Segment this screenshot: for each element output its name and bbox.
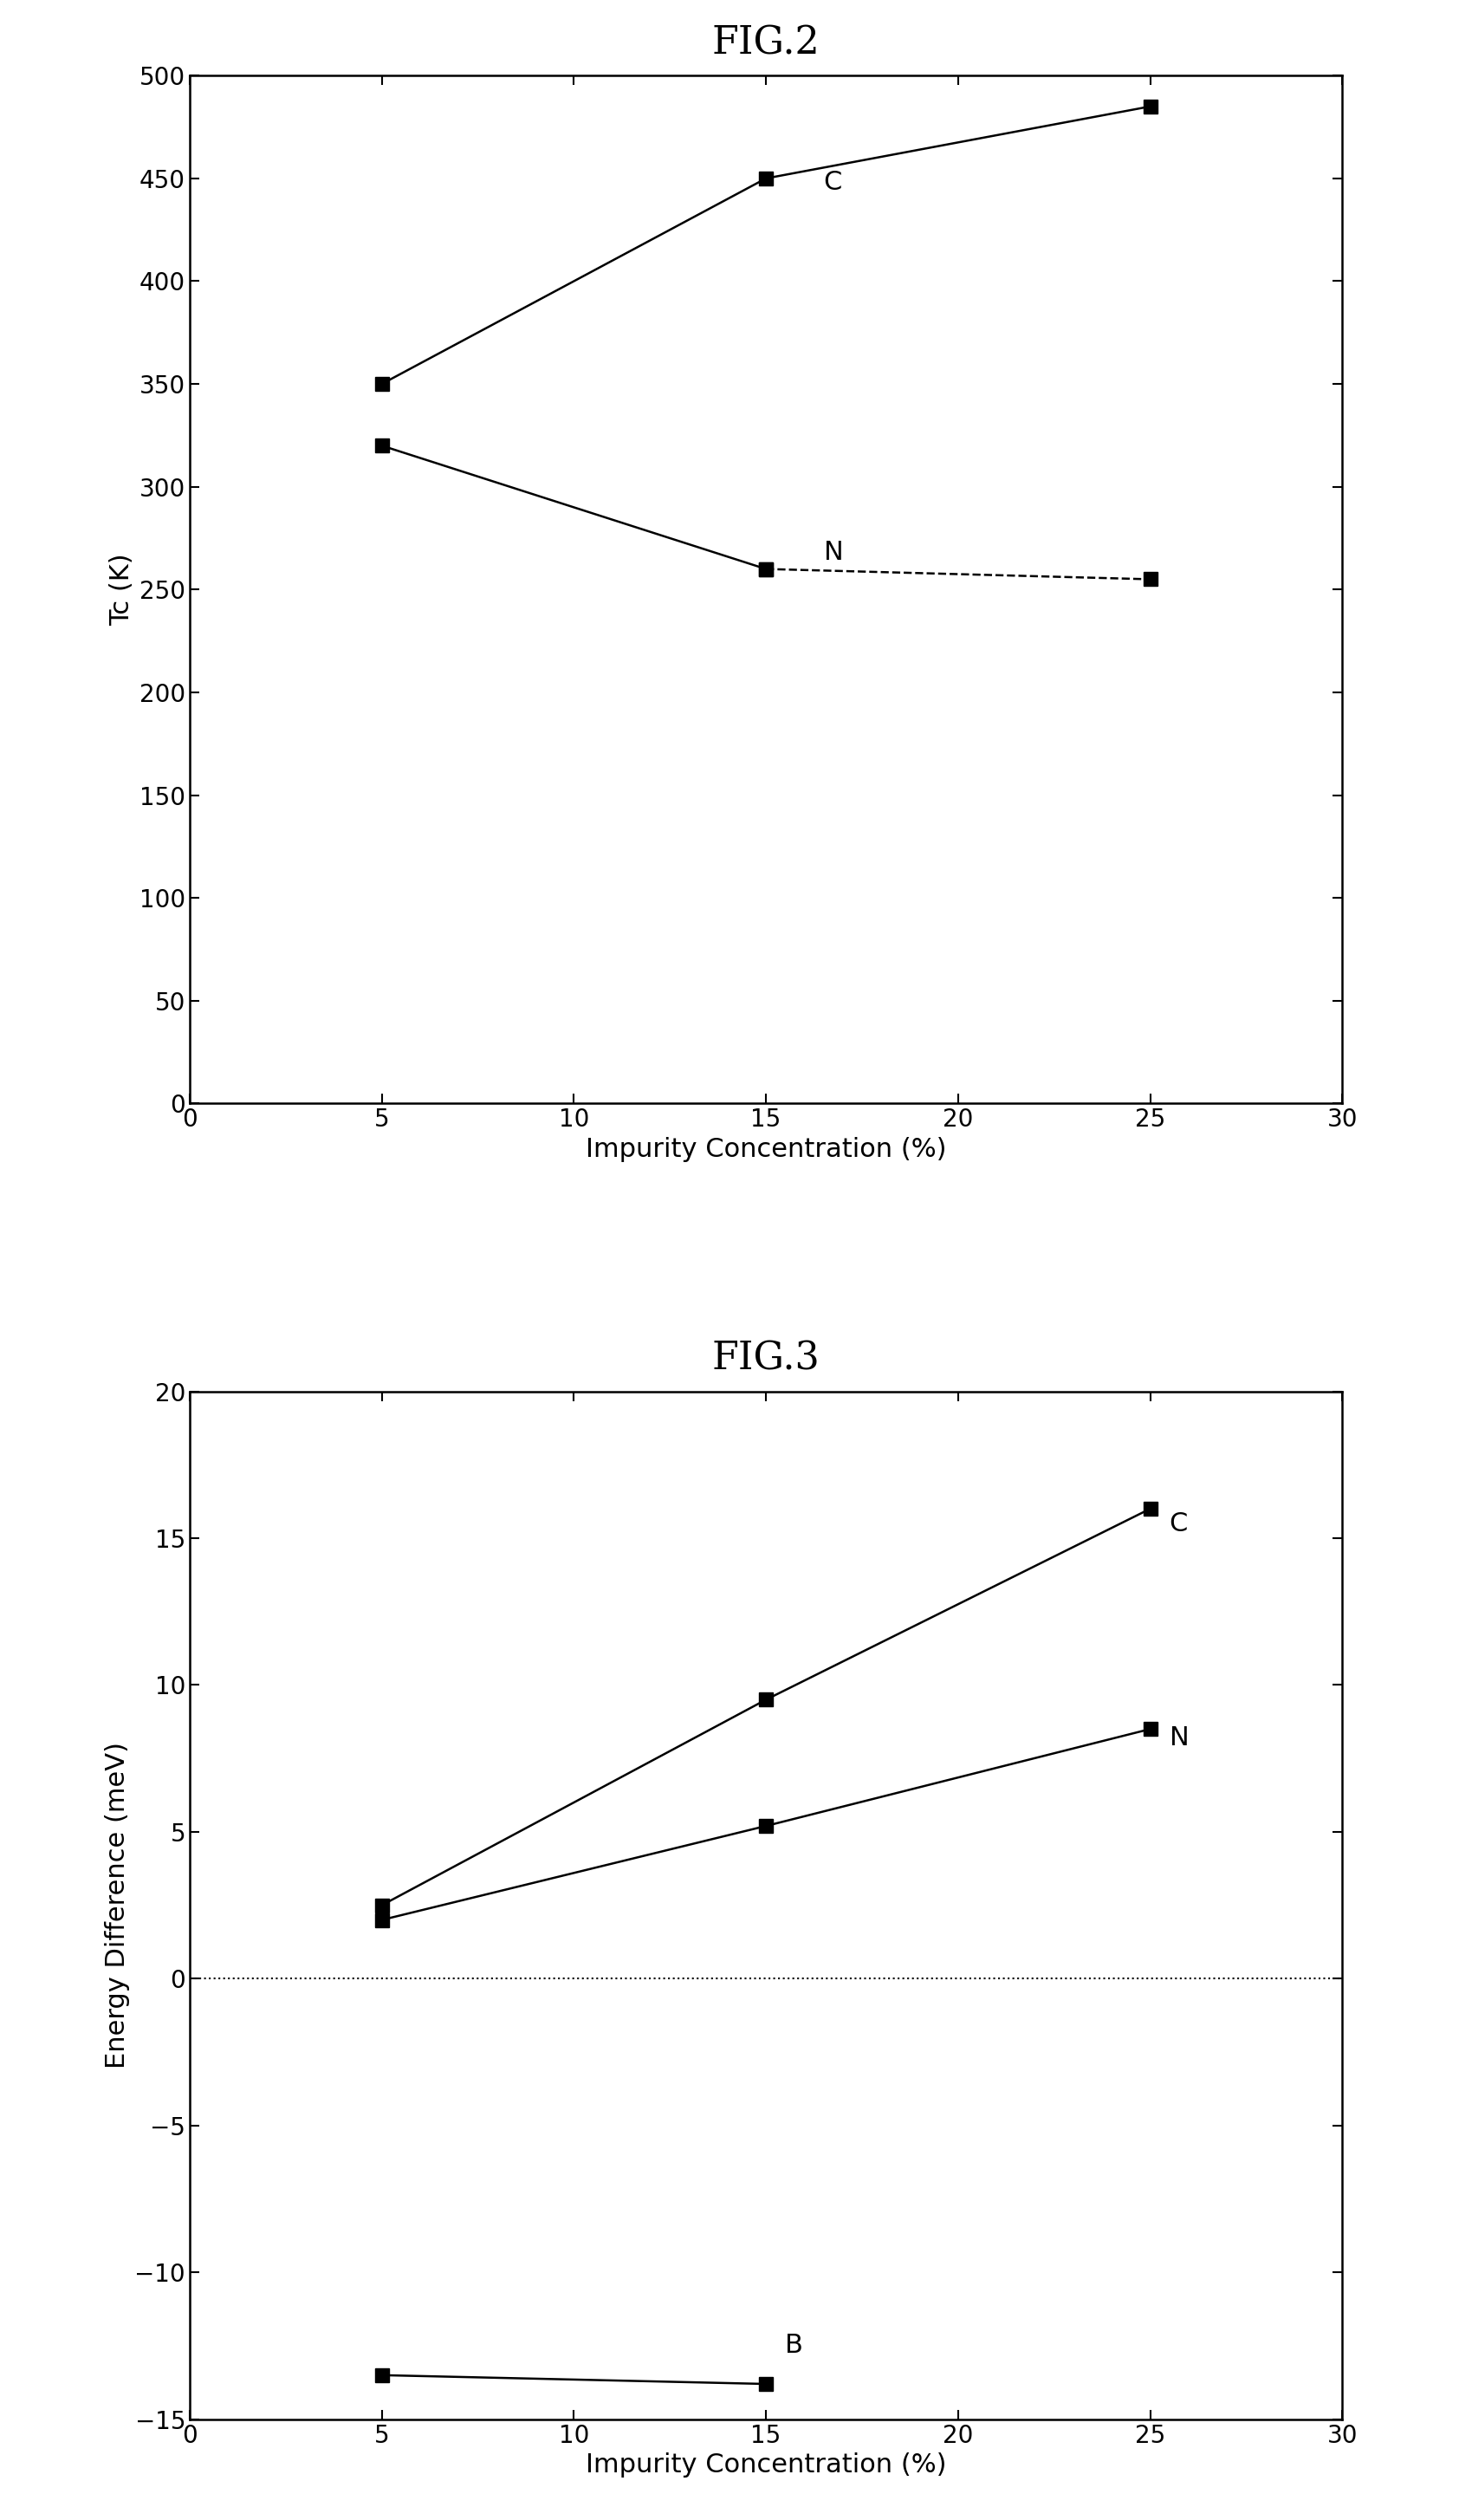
X-axis label: Impurity Concentration (%): Impurity Concentration (%) [585, 1137, 947, 1162]
Text: B: B [785, 2334, 804, 2359]
Text: N: N [1170, 1726, 1189, 1751]
Y-axis label: Tc (K): Tc (K) [109, 554, 134, 625]
Title: FIG.3: FIG.3 [712, 1341, 820, 1378]
Title: FIG.2: FIG.2 [712, 25, 820, 60]
Text: N: N [823, 539, 843, 564]
Text: C: C [823, 169, 842, 194]
Text: C: C [1170, 1512, 1188, 1537]
X-axis label: Impurity Concentration (%): Impurity Concentration (%) [585, 2452, 947, 2477]
Y-axis label: Energy Difference (meV): Energy Difference (meV) [105, 1741, 130, 2069]
